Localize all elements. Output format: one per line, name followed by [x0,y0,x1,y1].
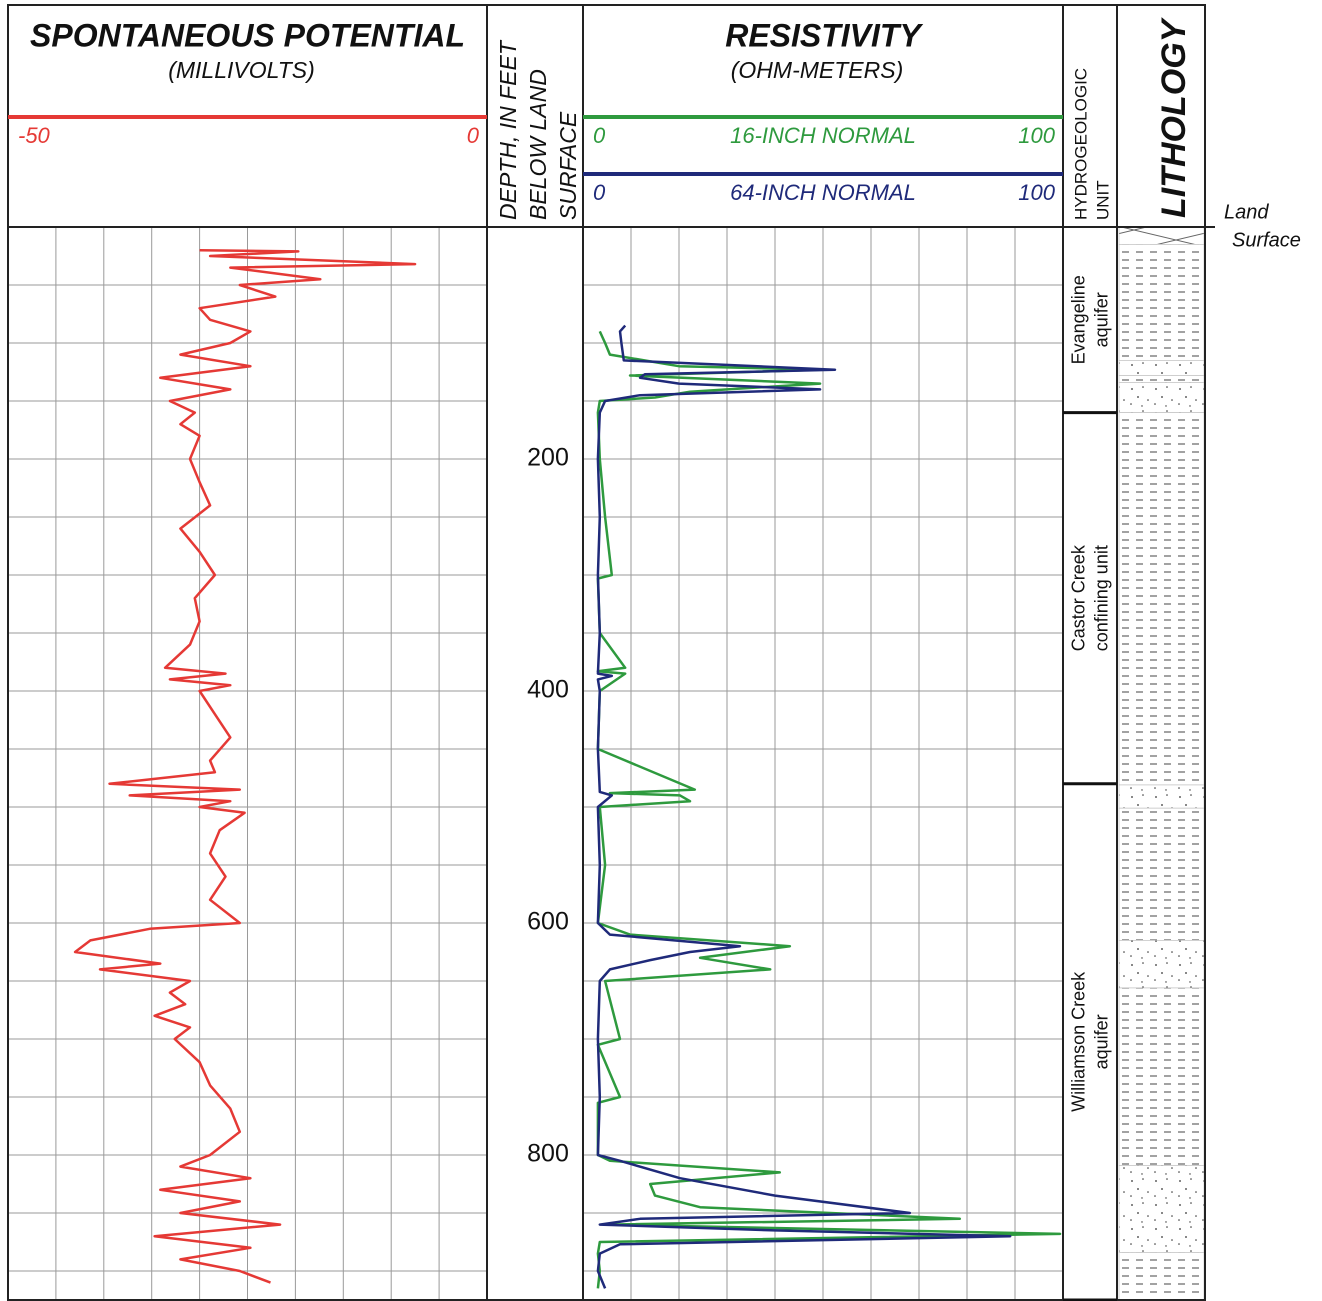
scale-max-label: 100 [1018,123,1055,148]
well-log-chart: SPONTANEOUS POTENTIAL (MILLIVOLTS) -50 0 RES… [0,0,1322,1301]
grid-layer [8,227,1204,1300]
track-subtitle: (OHM-METERS) [731,57,903,83]
unit-label: confining unit [1092,545,1112,651]
scale-max-label: 100 [1018,180,1055,205]
lithology-interval [1119,988,1204,1165]
track-title: SPONTANEOUS POTENTIAL [30,17,465,53]
depth-axis-title: SURFACE [555,111,581,220]
depth-tick-label: 400 [527,676,569,704]
lithology-title: LITHOLOGY [1155,16,1193,218]
depth-tick-label: 600 [527,908,569,936]
series-name: 16-INCH NORMAL [730,123,916,148]
surface-label: Surface [1232,229,1301,251]
lithology-interval [1119,227,1204,244]
surface-label: Land [1224,201,1269,223]
scale-min-label: 0 [593,123,606,148]
unit-label: aquifer [1092,292,1112,347]
lithology-interval [1119,1165,1204,1252]
lithology-interval [1119,808,1204,940]
unit-label: Williamson Creek [1069,971,1089,1112]
depth-tick-label: 800 [527,1140,569,1168]
page: html, body { margin: 0; padding: 0; back… [0,0,1322,1301]
lithology-interval [1119,785,1204,808]
series-name: 64-INCH NORMAL [730,180,916,205]
unit-label: Castor Creek [1069,544,1089,651]
depth-axis-title: BELOW LAND [525,69,551,220]
scale-max-label: 0 [467,123,480,148]
unit-column-title: HYDROGEOLOGIC [1071,68,1090,220]
track-title: RESISTIVITY [725,17,923,53]
unit-label: aquifer [1092,1014,1112,1069]
log-curve [75,250,415,1282]
lithology-interval [1119,375,1204,382]
lithology-interval [1119,413,1204,785]
depth-tick-label: 200 [527,444,569,472]
depth-axis-title: DEPTH, IN FEET [495,39,521,220]
scale-min-label: -50 [18,123,51,148]
unit-column-title: UNIT [1093,180,1112,220]
lithology-interval [1119,940,1204,988]
log-curve [598,331,1060,1288]
track-subtitle: (MILLIVOLTS) [168,57,315,83]
lithology-interval [1119,1252,1204,1300]
lithology-interval [1119,244,1204,360]
lithology-interval [1119,382,1204,412]
scale-min-label: 0 [593,180,606,205]
lithology-interval [1119,360,1204,375]
unit-label: Evangeline [1069,275,1089,364]
page-body: {"chart_data": { "type": "well_log", "yl… [0,0,1322,1301]
